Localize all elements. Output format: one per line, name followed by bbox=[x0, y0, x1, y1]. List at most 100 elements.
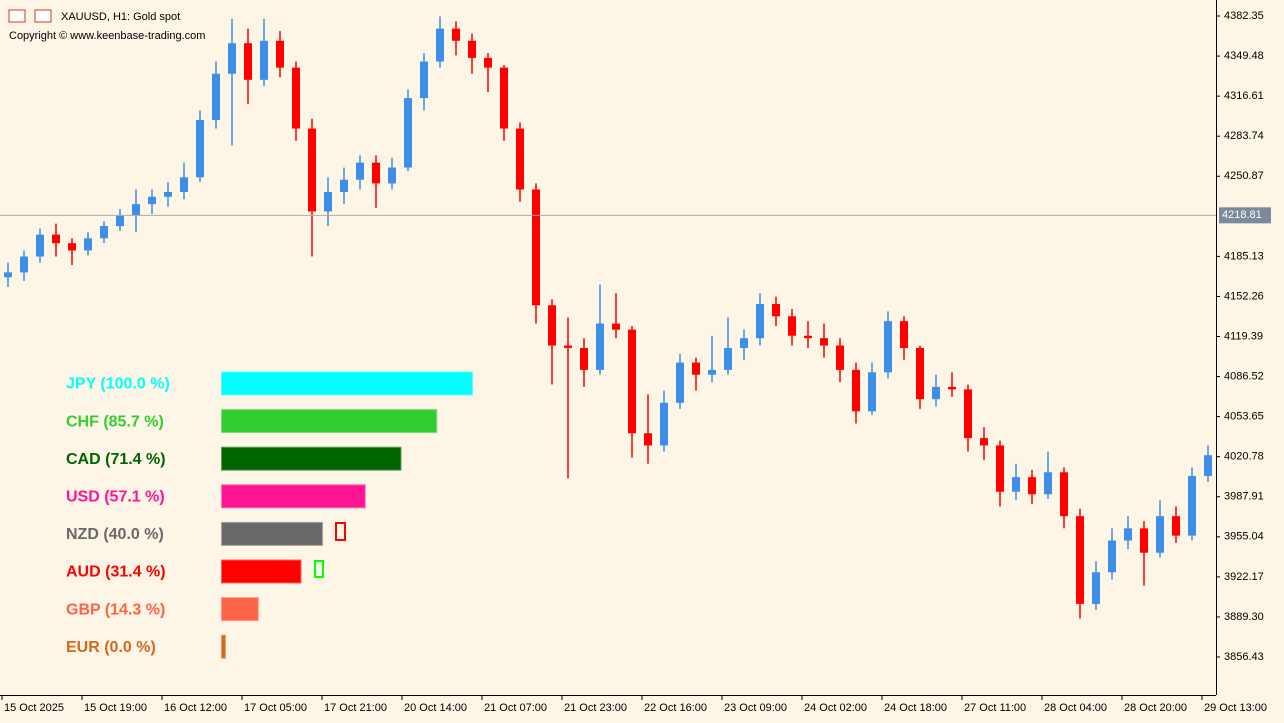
candle-body bbox=[500, 67, 508, 129]
candle-body bbox=[900, 321, 908, 348]
candle-body bbox=[484, 57, 492, 68]
x-tick-label: 20 Oct 14:00 bbox=[404, 702, 467, 714]
candle-body bbox=[1140, 528, 1148, 553]
candle-body bbox=[1076, 516, 1084, 604]
candle-body bbox=[1156, 516, 1164, 553]
candle-body bbox=[788, 316, 796, 336]
x-tick-label: 21 Oct 07:00 bbox=[484, 702, 547, 714]
candle-body bbox=[420, 61, 428, 99]
strength-bar bbox=[221, 484, 366, 509]
strength-label: AUD (31.4 %) bbox=[66, 564, 166, 581]
candle-body bbox=[996, 445, 1004, 492]
y-tick-label: 4119.39 bbox=[1224, 330, 1263, 342]
x-tick-label: 15 Oct 19:00 bbox=[84, 702, 147, 714]
strength-label: USD (57.1 %) bbox=[66, 489, 165, 506]
candle-body bbox=[388, 167, 396, 184]
candle-body bbox=[116, 215, 124, 227]
candle-body bbox=[468, 40, 476, 58]
candle-body bbox=[356, 162, 364, 180]
candle-body bbox=[932, 386, 940, 400]
candle-body bbox=[1204, 455, 1212, 476]
candle-body bbox=[964, 389, 972, 439]
candle-body bbox=[772, 304, 780, 317]
candle-body bbox=[1124, 528, 1132, 541]
candle-body bbox=[532, 189, 540, 306]
x-tick-label: 29 Oct 13:00 bbox=[1204, 702, 1267, 714]
toolbar-icons bbox=[8, 9, 52, 23]
marker bbox=[335, 522, 346, 541]
candle-body bbox=[884, 321, 892, 373]
x-tick-label: 16 Oct 12:00 bbox=[164, 702, 227, 714]
candle-body bbox=[628, 329, 636, 434]
y-tick-label: 4185.13 bbox=[1224, 250, 1264, 262]
candle-body bbox=[372, 162, 380, 184]
candle-body bbox=[596, 323, 604, 370]
candle-body bbox=[180, 177, 188, 192]
candle-body bbox=[548, 305, 556, 346]
candle-body bbox=[948, 386, 956, 390]
candle-body bbox=[1060, 472, 1068, 517]
candle-body bbox=[340, 179, 348, 192]
strength-label: GBP (14.3 %) bbox=[66, 601, 165, 618]
candle-body bbox=[660, 402, 668, 446]
candle-body bbox=[740, 338, 748, 348]
candle-body bbox=[148, 196, 156, 205]
candle-body bbox=[228, 43, 236, 74]
candle-body bbox=[36, 234, 44, 257]
strength-bar bbox=[221, 521, 323, 546]
x-tick-label: 21 Oct 23:00 bbox=[564, 702, 627, 714]
candle-body bbox=[692, 362, 700, 375]
chart-title: XAUUSD, H1: Gold spot bbox=[61, 11, 180, 23]
candle-body bbox=[724, 347, 732, 370]
candle-body bbox=[804, 335, 812, 339]
icon bbox=[8, 9, 26, 23]
strength-bar bbox=[221, 371, 473, 396]
candle-body bbox=[1044, 472, 1052, 495]
candle-body bbox=[308, 128, 316, 212]
candle-body bbox=[84, 238, 92, 251]
candle-body bbox=[612, 323, 620, 330]
candle-body bbox=[260, 40, 268, 80]
candle-body bbox=[708, 369, 716, 375]
x-tick-label: 28 Oct 04:00 bbox=[1044, 702, 1107, 714]
candle-body bbox=[4, 272, 12, 278]
candle-body bbox=[852, 369, 860, 412]
candle-body bbox=[836, 345, 844, 370]
y-tick-label: 4250.87 bbox=[1224, 170, 1264, 182]
x-tick-label: 28 Oct 20:00 bbox=[1124, 702, 1187, 714]
y-tick-label: 3922.17 bbox=[1224, 571, 1264, 583]
y-tick-label: 3856.43 bbox=[1224, 651, 1264, 663]
strength-label: EUR (0.0 %) bbox=[66, 639, 156, 656]
y-tick-label: 4086.52 bbox=[1224, 370, 1264, 382]
strength-bar bbox=[221, 597, 259, 622]
candle-body bbox=[1028, 477, 1036, 495]
x-tick-label: 23 Oct 09:00 bbox=[724, 702, 787, 714]
candle-body bbox=[324, 191, 332, 212]
marker bbox=[314, 560, 324, 578]
candle-body bbox=[1172, 516, 1180, 536]
candle-body bbox=[1092, 572, 1100, 604]
candle-body bbox=[1108, 540, 1116, 573]
strength-bar bbox=[221, 634, 226, 659]
candle-body bbox=[164, 191, 172, 197]
candle-body bbox=[100, 226, 108, 239]
y-tick-label: 4020.78 bbox=[1224, 451, 1264, 463]
y-tick-label: 4316.61 bbox=[1224, 90, 1264, 102]
candle-body bbox=[20, 256, 28, 273]
strength-label: NZD (40.0 %) bbox=[66, 526, 164, 543]
y-tick-label: 3987.91 bbox=[1224, 491, 1264, 503]
x-tick-label: 15 Oct 2025 bbox=[4, 702, 64, 714]
candle-body bbox=[132, 204, 140, 216]
strength-label: CAD (71.4 %) bbox=[66, 451, 166, 468]
candle-body bbox=[916, 347, 924, 400]
candle-body bbox=[516, 128, 524, 190]
y-tick-label: 4382.35 bbox=[1224, 10, 1264, 22]
strength-bar bbox=[221, 559, 302, 584]
candle-body bbox=[244, 43, 252, 80]
x-tick-label: 24 Oct 18:00 bbox=[884, 702, 947, 714]
y-tick-label: 3889.30 bbox=[1224, 611, 1264, 623]
y-tick-label: 3955.04 bbox=[1224, 531, 1264, 543]
icon bbox=[34, 9, 52, 23]
